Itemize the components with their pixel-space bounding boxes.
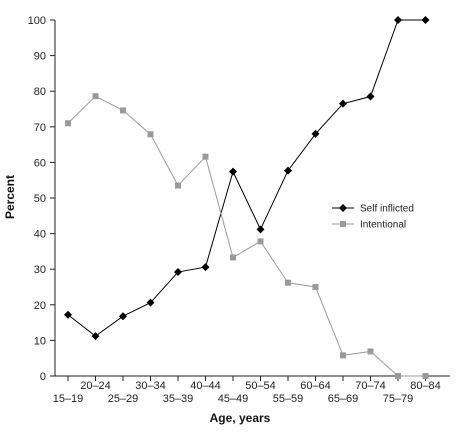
series-layer xyxy=(64,16,430,379)
y-tick-label: 20 xyxy=(34,300,46,312)
data-point xyxy=(64,310,72,319)
x-tick-label: 25–29 xyxy=(108,393,139,405)
x-tick-label: 80–84 xyxy=(410,380,441,392)
data-point xyxy=(146,298,155,307)
y-tick-label: 10 xyxy=(34,335,46,347)
data-point xyxy=(311,129,320,138)
data-point xyxy=(394,16,402,24)
x-tick-label: 70–74 xyxy=(355,380,386,392)
y-tick-label: 30 xyxy=(34,264,46,276)
x-axis-title: Age, years xyxy=(210,411,271,425)
legend-marker xyxy=(340,221,346,227)
data-point xyxy=(367,348,374,355)
data-point xyxy=(119,312,127,321)
data-point xyxy=(230,254,236,261)
data-point xyxy=(395,373,401,379)
data-point xyxy=(92,93,99,100)
y-tick-label: 90 xyxy=(34,51,46,63)
series-line xyxy=(67,95,426,377)
x-tick-label: 55–59 xyxy=(273,393,304,405)
data-point xyxy=(257,238,264,245)
data-point xyxy=(312,284,319,290)
x-tick-label: 65–69 xyxy=(328,393,359,405)
legend-label: Self inflicted xyxy=(360,204,414,215)
series-intentional xyxy=(65,93,429,379)
data-point xyxy=(339,99,347,108)
legend-label: Intentional xyxy=(360,220,406,231)
legend-item: Intentional xyxy=(332,220,406,231)
legend: Self inflicted Intentional xyxy=(332,204,414,231)
data-point xyxy=(175,182,181,189)
x-tick-label: 15–19 xyxy=(53,393,84,405)
data-point xyxy=(202,153,209,160)
legend-item: Self inflicted xyxy=(332,204,414,215)
data-point xyxy=(366,92,375,101)
x-tick-label: 75–79 xyxy=(383,393,414,405)
series-line xyxy=(67,19,426,337)
y-axis-title: Percent xyxy=(3,175,17,219)
data-point xyxy=(340,352,346,359)
y-tick-label: 50 xyxy=(34,193,46,205)
data-point xyxy=(120,107,126,114)
data-point xyxy=(201,263,210,272)
y-tick-label: 70 xyxy=(34,122,46,134)
data-point xyxy=(65,120,71,127)
x-tick-label: 60–64 xyxy=(300,380,331,392)
data-point xyxy=(91,332,100,341)
y-tick-label: 80 xyxy=(34,86,46,98)
data-point xyxy=(256,225,265,234)
x-tick-label: 40–44 xyxy=(190,380,221,392)
data-point xyxy=(229,167,237,176)
series-self-inflicted xyxy=(64,16,430,341)
legend-marker xyxy=(339,204,347,212)
x-tick-label: 45–49 xyxy=(218,393,249,405)
data-point xyxy=(284,166,292,175)
y-tick-label: 100 xyxy=(28,15,46,27)
x-tick-label: 30–34 xyxy=(135,380,166,392)
y-axis: 0 10 20 30 40 50 60 70 80 90 100 xyxy=(28,15,56,383)
y-tick-label: 60 xyxy=(34,157,46,169)
data-point xyxy=(422,373,429,379)
x-tick-label: 20–24 xyxy=(80,380,111,392)
x-axis: 15–1920–2425–2930–3435–3940–4445–4950–54… xyxy=(53,375,450,405)
data-point xyxy=(174,268,182,277)
data-point xyxy=(147,131,154,138)
data-point xyxy=(421,16,430,24)
y-tick-label: 0 xyxy=(40,371,46,383)
data-point xyxy=(285,279,291,286)
x-tick-label: 35–39 xyxy=(163,393,194,405)
x-tick-label: 50–54 xyxy=(245,380,276,392)
y-tick-label: 40 xyxy=(34,229,46,241)
